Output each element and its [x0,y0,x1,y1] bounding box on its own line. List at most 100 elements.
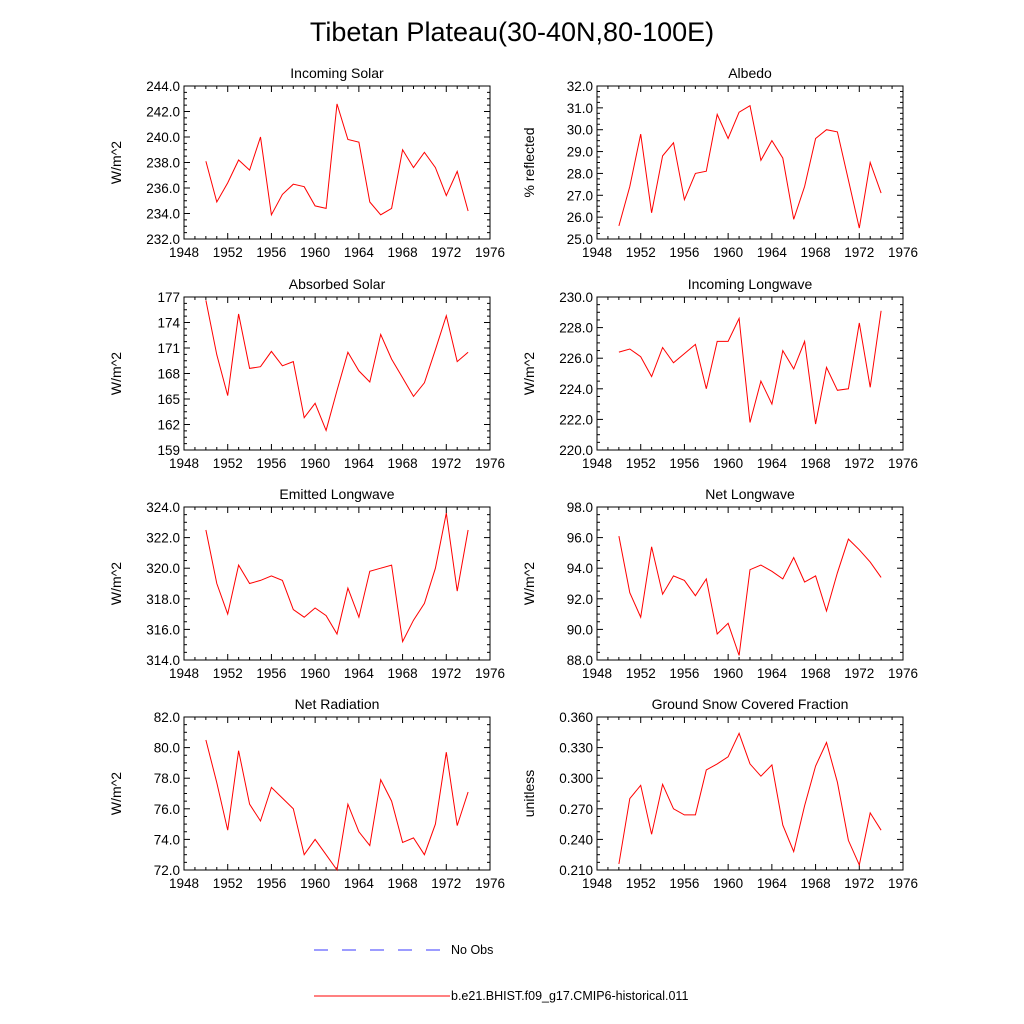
x-tick-label: 1960 [713,876,743,891]
x-tick-label: 1948 [582,666,612,681]
y-tick-label: 236.0 [146,181,180,196]
x-tick-label: 1948 [169,245,199,260]
plot-frame [183,296,491,451]
y-axis-label: W/m^2 [108,141,124,184]
y-tick-label: 30.0 [567,123,593,138]
x-tick-label: 1948 [169,456,199,471]
y-tick-label: 240.0 [146,130,180,145]
y-tick-label: 96.0 [567,531,593,546]
series-line [618,536,882,656]
y-tick-label: 224.0 [559,382,593,397]
chart-panel-1: Incoming Solar W/m^2 1948 1952 1956 1960 1964 1… [108,65,505,260]
y-axis-label: W/m^2 [108,352,124,395]
y-tick-label: 230.0 [559,290,593,305]
y-tick-label: 238.0 [146,156,180,171]
legend-label-no-obs: No Obs [451,943,493,957]
y-tick-label: 25.0 [567,232,593,247]
x-tick-label: 1952 [213,876,243,891]
x-tick-label: 1956 [669,245,699,260]
y-tick-label: 31.0 [567,101,593,116]
x-tick-label: 1964 [344,666,375,681]
x-tick-label: 1972 [431,245,461,260]
x-tick-label: 1952 [626,456,656,471]
chart-title: Net Radiation [295,696,380,712]
x-tick-label: 1948 [169,666,199,681]
y-tick-label: 165 [157,392,180,407]
x-tick-label: 1956 [669,666,699,681]
x-tick-label: 1972 [844,666,874,681]
x-tick-label: 1972 [844,245,874,260]
x-tick-label: 1976 [475,456,505,471]
y-tick-label: 322.0 [146,531,180,546]
x-tick-label: 1972 [844,456,874,471]
x-tick-label: 1976 [475,876,505,891]
legend: No Obs b.e21.BHIST.f09_g17.CMIP6-histori… [314,943,688,1003]
x-tick-label: 1964 [757,456,788,471]
chart-panel-2: Albedo % reflected 1948 1952 1956 1960 1964 196… [521,65,918,260]
chart-title: Net Longwave [705,486,795,502]
y-tick-label: 162 [157,418,180,433]
x-tick-label: 1948 [582,876,612,891]
y-axis-label: W/m^2 [521,562,537,605]
x-tick-label: 1952 [213,666,243,681]
chart-panel-8: Ground Snow Covered Fraction unitless 1948… [521,696,918,891]
x-tick-label: 1968 [801,245,831,260]
x-tick-label: 1976 [475,245,505,260]
y-tick-label: 26.0 [567,210,593,225]
y-tick-label: 90.0 [567,622,593,637]
x-tick-label: 1972 [431,876,461,891]
x-tick-label: 1956 [256,876,286,891]
chart-panel-4: Incoming Longwave W/m^2 1948 1952 1956 1960 19… [521,276,918,471]
series-line [205,513,469,644]
y-axis-label: % reflected [521,127,537,197]
y-tick-label: 0.330 [559,741,593,756]
chart-title: Incoming Solar [290,65,384,81]
x-tick-label: 1952 [626,876,656,891]
x-tick-label: 1964 [344,456,375,471]
y-tick-label: 0.210 [559,863,593,878]
y-tick-label: 232.0 [146,232,180,247]
x-tick-label: 1968 [801,456,831,471]
x-tick-label: 1964 [757,666,788,681]
plot-frame [183,716,491,871]
y-tick-label: 0.300 [559,771,593,786]
x-tick-label: 1976 [475,666,505,681]
y-tick-label: 234.0 [146,207,180,222]
x-tick-label: 1964 [757,245,788,260]
y-tick-label: 318.0 [146,592,180,607]
x-tick-label: 1968 [801,666,831,681]
chart-title: Albedo [728,65,772,81]
y-tick-label: 242.0 [146,105,180,120]
y-axis-label: unitless [521,770,537,817]
x-tick-label: 1956 [256,666,286,681]
x-tick-label: 1952 [213,456,243,471]
x-tick-label: 1972 [431,666,461,681]
y-tick-label: 32.0 [567,79,593,94]
x-tick-label: 1972 [844,876,874,891]
y-tick-label: 92.0 [567,592,593,607]
x-tick-label: 1964 [757,876,788,891]
y-tick-label: 320.0 [146,561,180,576]
y-tick-label: 316.0 [146,622,180,637]
chart-title: Ground Snow Covered Fraction [652,696,849,712]
chart-panel-5: Emitted Longwave W/m^2 1948 1952 1956 1960 196… [108,486,505,681]
x-tick-label: 1952 [626,666,656,681]
y-tick-label: 74.0 [154,832,180,847]
x-tick-label: 1960 [300,245,330,260]
y-tick-label: 220.0 [559,443,593,458]
y-tick-label: 88.0 [567,653,593,668]
chart-panel-3: Absorbed Solar W/m^2 1948 1952 1956 1960 1964 1… [108,276,505,471]
plot-frame [183,85,491,240]
x-tick-label: 1968 [388,666,418,681]
y-tick-label: 174 [157,316,180,331]
legend-label-model: b.e21.BHIST.f09_g17.CMIP6-historical.011 [451,989,688,1003]
y-tick-label: 324.0 [146,500,180,515]
x-tick-label: 1956 [669,456,699,471]
x-tick-label: 1964 [344,245,375,260]
x-tick-label: 1976 [888,876,918,891]
plot-frame [596,296,904,451]
plot-frame [183,506,491,661]
x-tick-label: 1956 [256,245,286,260]
y-tick-label: 177 [157,290,180,305]
y-tick-label: 27.0 [567,188,593,203]
